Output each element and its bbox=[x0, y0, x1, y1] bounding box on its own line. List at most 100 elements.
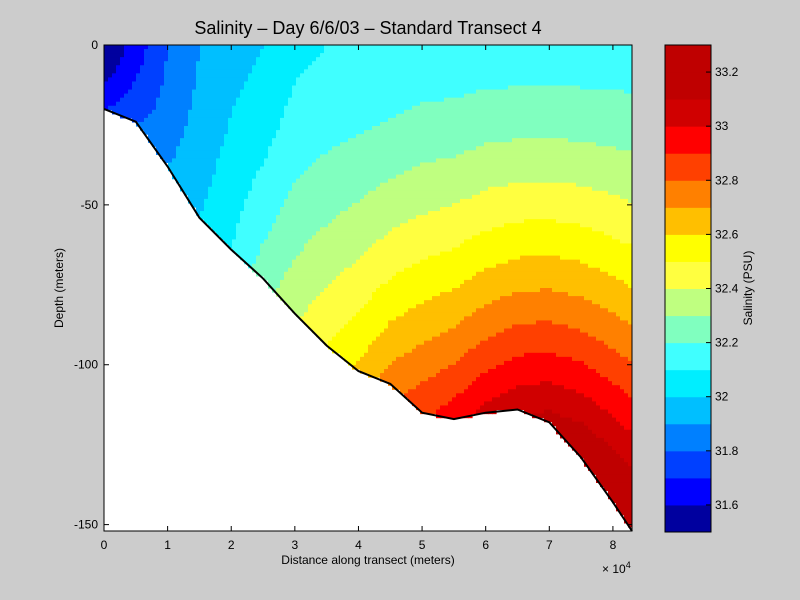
contour-cell bbox=[372, 292, 377, 297]
contour-cell bbox=[272, 247, 277, 253]
contour-cell bbox=[380, 239, 385, 245]
contour-cell bbox=[304, 142, 309, 147]
contour-cell bbox=[348, 45, 353, 50]
contour-cell bbox=[356, 324, 361, 330]
contour-cell bbox=[360, 332, 365, 338]
contour-cell bbox=[192, 146, 197, 151]
contour-cell bbox=[180, 174, 185, 180]
contour-cell bbox=[408, 134, 413, 139]
contour-cell bbox=[300, 190, 305, 196]
contour-cell bbox=[284, 243, 289, 249]
contour-cell bbox=[352, 93, 357, 99]
contour-cell bbox=[312, 271, 317, 277]
contour-cell bbox=[312, 198, 317, 204]
contour-cell bbox=[400, 101, 405, 107]
contour-cell bbox=[184, 134, 189, 139]
contour-cell bbox=[368, 219, 373, 224]
contour-cell bbox=[252, 202, 257, 208]
contour-cell bbox=[356, 81, 361, 87]
contour-cell bbox=[332, 239, 337, 245]
contour-cell bbox=[204, 202, 209, 208]
contour-cell bbox=[260, 231, 265, 236]
contour-cell bbox=[332, 77, 337, 83]
contour-cell bbox=[320, 166, 325, 172]
contour-cell bbox=[172, 158, 177, 164]
contour-cell bbox=[328, 271, 333, 277]
contour-cell bbox=[316, 194, 321, 200]
contour-cell bbox=[404, 93, 409, 99]
contour-cell bbox=[308, 170, 313, 176]
contour-cell bbox=[348, 126, 353, 131]
contour-cell bbox=[360, 267, 365, 273]
contour-cell bbox=[444, 259, 449, 265]
contour-cell bbox=[336, 45, 341, 50]
contour-cell bbox=[172, 61, 177, 66]
contour-cell bbox=[268, 178, 273, 184]
contour-cell bbox=[208, 73, 213, 78]
contour-cell bbox=[312, 154, 317, 159]
contour-cell bbox=[344, 247, 349, 253]
contour-cell bbox=[136, 81, 141, 87]
contour-cell bbox=[292, 255, 297, 261]
contour-cell bbox=[180, 93, 185, 99]
contour-cell bbox=[292, 97, 297, 103]
contour-cell bbox=[168, 97, 173, 103]
contour-cell bbox=[240, 113, 245, 119]
contour-cell bbox=[256, 166, 261, 172]
contour-cell bbox=[428, 320, 433, 326]
contour-cell bbox=[356, 243, 361, 249]
contour-cell bbox=[316, 259, 321, 265]
contour-cell bbox=[388, 45, 393, 50]
contour-cell bbox=[284, 49, 289, 54]
contour-cell bbox=[220, 134, 225, 139]
contour-cell bbox=[400, 312, 405, 317]
contour-cell bbox=[404, 109, 409, 115]
contour-cell bbox=[388, 344, 393, 350]
contour-cell bbox=[304, 219, 309, 224]
contour-cell bbox=[144, 121, 149, 127]
contour-cell bbox=[132, 69, 137, 74]
contour-cell bbox=[280, 85, 285, 91]
contour-cell bbox=[336, 89, 341, 95]
contour-cell bbox=[176, 61, 181, 66]
contour-cell bbox=[276, 174, 281, 180]
contour-cell bbox=[224, 154, 229, 159]
contour-cell bbox=[196, 57, 201, 62]
contour-cell bbox=[260, 235, 265, 240]
contour-cell bbox=[440, 146, 445, 151]
contour-cell bbox=[436, 304, 441, 309]
contour-cell bbox=[392, 89, 397, 95]
contour-cell bbox=[416, 142, 421, 147]
contour-cell bbox=[404, 126, 409, 131]
contour-cell bbox=[444, 101, 449, 107]
contour-cell bbox=[160, 146, 165, 151]
contour-cell bbox=[292, 154, 297, 159]
contour-cell bbox=[416, 61, 421, 66]
contour-cell bbox=[304, 109, 309, 115]
contour-cell bbox=[392, 134, 397, 139]
contour-cell bbox=[288, 81, 293, 87]
contour-cell bbox=[364, 271, 369, 277]
contour-cell bbox=[256, 202, 261, 208]
contour-cell bbox=[244, 73, 249, 78]
contour-cell bbox=[288, 121, 293, 127]
contour-cell bbox=[296, 174, 301, 180]
contour-cell bbox=[392, 49, 397, 54]
contour-cell bbox=[312, 283, 317, 289]
contour-cell bbox=[232, 77, 237, 83]
contour-cell bbox=[296, 308, 301, 313]
contour-cell bbox=[316, 211, 321, 216]
contour-cell bbox=[440, 194, 445, 200]
contour-cell bbox=[224, 235, 229, 240]
contour-cell bbox=[248, 251, 253, 257]
contour-cell bbox=[324, 49, 329, 54]
contour-cell bbox=[276, 275, 281, 281]
contour-cell bbox=[328, 61, 333, 66]
contour-cell bbox=[380, 174, 385, 180]
contour-cell bbox=[208, 45, 213, 50]
contour-cell bbox=[408, 288, 413, 293]
contour-cell bbox=[208, 166, 213, 172]
contour-cell bbox=[416, 247, 421, 253]
contour-cell bbox=[328, 247, 333, 253]
contour-cell bbox=[160, 85, 165, 91]
